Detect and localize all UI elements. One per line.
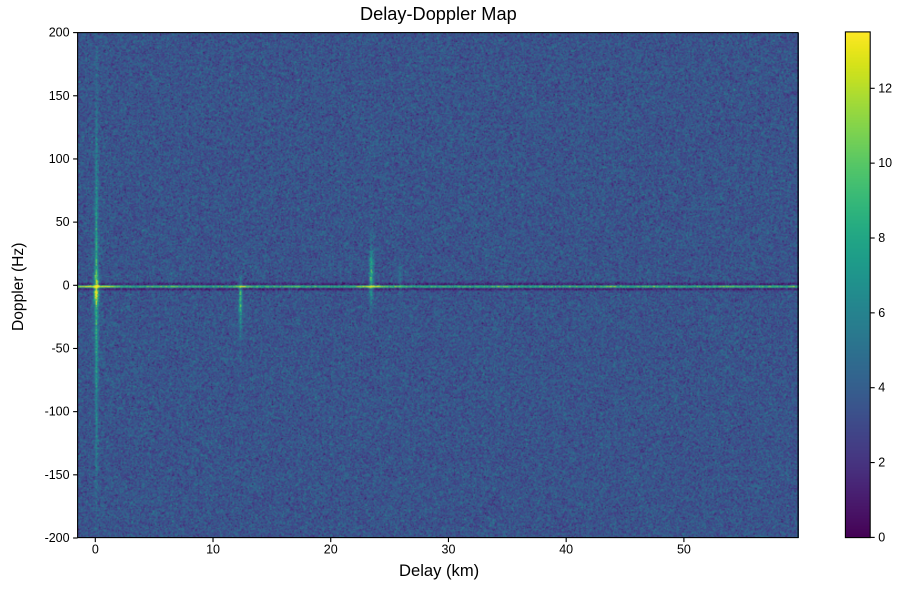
svg-text:100: 100 bbox=[49, 152, 70, 166]
svg-text:4: 4 bbox=[878, 381, 885, 395]
svg-text:-150: -150 bbox=[45, 468, 70, 482]
svg-text:-200: -200 bbox=[45, 531, 70, 545]
svg-text:40: 40 bbox=[559, 543, 573, 557]
svg-text:50: 50 bbox=[56, 215, 70, 229]
svg-text:150: 150 bbox=[49, 89, 70, 103]
svg-text:0: 0 bbox=[63, 278, 70, 292]
svg-text:6: 6 bbox=[878, 306, 885, 320]
svg-text:0: 0 bbox=[878, 530, 885, 544]
svg-text:-100: -100 bbox=[45, 405, 70, 419]
svg-text:0: 0 bbox=[92, 543, 99, 557]
svg-text:200: 200 bbox=[49, 26, 70, 40]
svg-text:12: 12 bbox=[878, 81, 892, 95]
svg-text:50: 50 bbox=[677, 543, 691, 557]
svg-text:10: 10 bbox=[878, 156, 892, 170]
svg-text:30: 30 bbox=[442, 543, 456, 557]
svg-text:20: 20 bbox=[324, 543, 338, 557]
svg-text:2: 2 bbox=[878, 456, 885, 470]
svg-text:8: 8 bbox=[878, 231, 885, 245]
svg-text:10: 10 bbox=[206, 543, 220, 557]
svg-text:-50: -50 bbox=[52, 341, 70, 355]
